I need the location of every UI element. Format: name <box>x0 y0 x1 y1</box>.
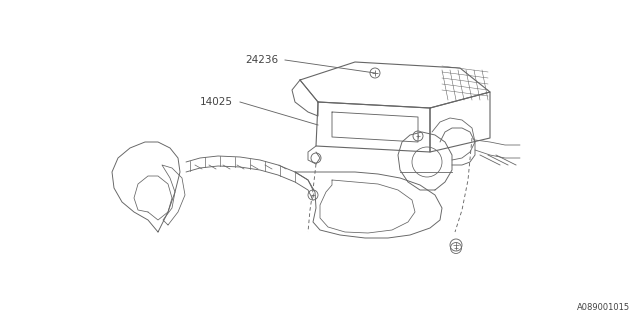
Text: 24236: 24236 <box>245 55 278 65</box>
Text: 14025: 14025 <box>200 97 233 107</box>
Text: A089001015: A089001015 <box>577 303 630 312</box>
